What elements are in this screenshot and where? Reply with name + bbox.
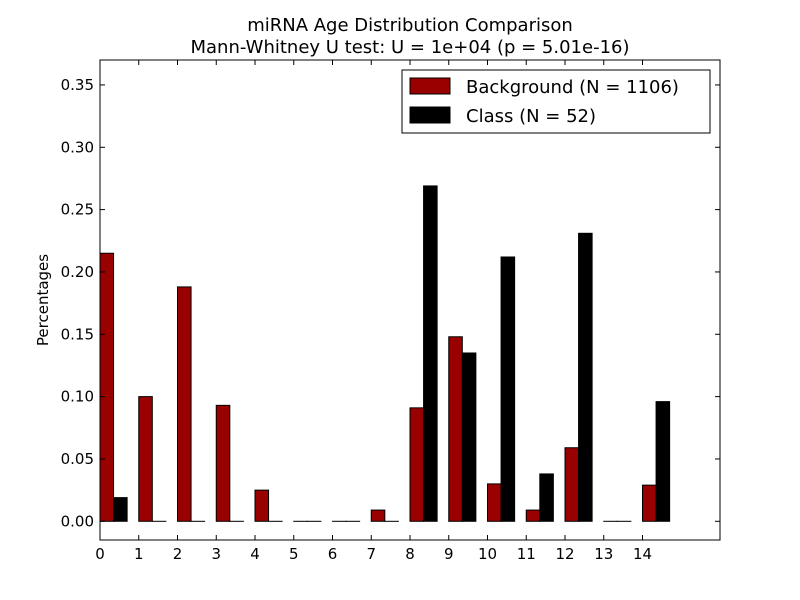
bar-class-10 bbox=[500, 256, 516, 522]
x-tick-label: 14 bbox=[633, 545, 652, 563]
y-tick-label: 0.30 bbox=[61, 138, 94, 156]
legend-box bbox=[401, 69, 711, 134]
x-tick-label: 0 bbox=[95, 545, 105, 563]
bar-class-12 bbox=[578, 232, 593, 522]
y-tick-label: 0.05 bbox=[61, 450, 94, 468]
y-tick-label: 0.10 bbox=[61, 388, 94, 406]
plot-frame bbox=[99, 59, 721, 541]
legend-label-background: Background (N = 1106) bbox=[466, 77, 679, 98]
x-tick-label: 3 bbox=[211, 545, 221, 563]
x-tick-label: 6 bbox=[328, 545, 338, 563]
legend-swatch-class bbox=[409, 106, 451, 124]
bar-background-7 bbox=[370, 509, 386, 522]
bar-background-14 bbox=[642, 484, 657, 522]
x-tick-label: 9 bbox=[444, 545, 454, 563]
bar-background-11 bbox=[525, 509, 541, 522]
bar-class-0 bbox=[113, 497, 128, 522]
bar-background-8 bbox=[409, 407, 425, 522]
bar-class-11 bbox=[539, 473, 554, 522]
ticks-group: 0.000.050.100.150.200.250.300.350 1 2 3 4 5 6 7… bbox=[61, 60, 720, 563]
y-tick-label: 0.25 bbox=[61, 201, 94, 219]
bar-background-4 bbox=[254, 489, 270, 522]
x-tick-label: 12 bbox=[555, 545, 574, 563]
bar-background-2 bbox=[177, 286, 192, 522]
x-tick-label: 10 bbox=[478, 545, 497, 563]
bar-background-9 bbox=[448, 336, 463, 522]
bar-background-3 bbox=[215, 404, 231, 522]
bar-background-1 bbox=[138, 396, 153, 522]
chart-title-line2: Mann-Whitney U test: U = 1e+04 (p = 5.01… bbox=[191, 37, 630, 58]
x-tick-label: 8 bbox=[405, 545, 415, 563]
x-tick-label: 5 bbox=[289, 545, 299, 563]
bar-class-9 bbox=[461, 352, 477, 522]
x-tick-label: 1 bbox=[134, 545, 144, 563]
y-tick-label: 0.35 bbox=[61, 76, 94, 94]
legend-swatch-background bbox=[409, 77, 451, 95]
legend: Background (N = 1106) Class (N = 52) bbox=[401, 69, 711, 134]
y-tick-label: 0.20 bbox=[61, 263, 94, 281]
y-tick-label: 0.15 bbox=[61, 325, 94, 343]
x-tick-label: 2 bbox=[173, 545, 183, 563]
x-tick-label: 11 bbox=[517, 545, 536, 563]
chart-title-line1: miRNA Age Distribution Comparison bbox=[247, 15, 573, 36]
bars-group bbox=[99, 185, 671, 522]
legend-label-class: Class (N = 52) bbox=[466, 106, 596, 127]
x-tick-label: 13 bbox=[594, 545, 613, 563]
y-axis-label: Percentages bbox=[34, 254, 52, 346]
bar-class-8 bbox=[423, 185, 438, 522]
bar-background-10 bbox=[487, 483, 502, 522]
y-tick-label: 0.00 bbox=[61, 512, 94, 530]
x-tick-label: 7 bbox=[366, 545, 376, 563]
bar-class-14 bbox=[655, 401, 671, 522]
bar-background-12 bbox=[564, 447, 580, 522]
bar-background-0 bbox=[99, 252, 115, 522]
x-tick-label: 4 bbox=[250, 545, 260, 563]
